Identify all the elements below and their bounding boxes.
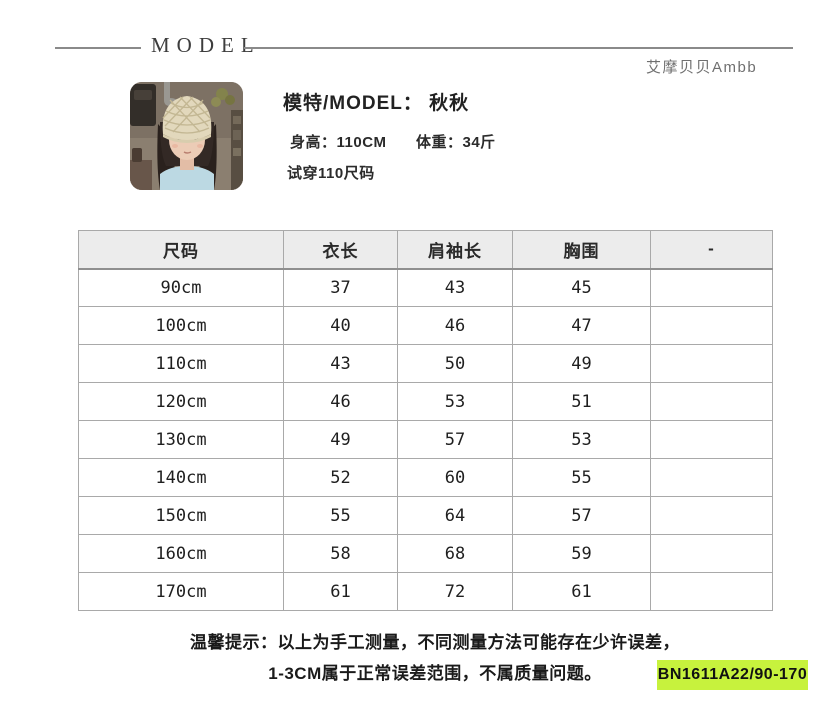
empty-cell — [650, 572, 773, 611]
size-cell: 130cm — [78, 420, 284, 459]
table-row: 120cm 46 53 51 — [78, 382, 773, 421]
measurement-cell: 43 — [397, 268, 513, 307]
size-cell: 100cm — [78, 306, 284, 345]
size-cell: 140cm — [78, 458, 284, 497]
column-header-empty: - — [650, 230, 773, 270]
size-cell: 120cm — [78, 382, 284, 421]
brand-name: 艾摩贝贝Ambb — [646, 59, 758, 76]
measurement-note-line1: 温馨提示：以上为手工测量，不同测量方法可能存在少许误差， — [190, 633, 680, 652]
header-rule-right — [244, 47, 793, 49]
measurement-cell: 43 — [283, 344, 398, 383]
empty-cell — [650, 382, 773, 421]
measurement-cell: 46 — [397, 306, 513, 345]
column-header-size: 尺码 — [78, 230, 284, 270]
section-title-model: MODEL — [151, 33, 261, 57]
model-weight: 体重：34斤 — [416, 134, 496, 151]
model-tryon-size: 试穿110尺码 — [287, 165, 375, 182]
empty-cell — [650, 344, 773, 383]
size-cell: 150cm — [78, 496, 284, 535]
size-cell: 110cm — [78, 344, 284, 383]
measurement-cell: 37 — [283, 268, 398, 307]
empty-cell — [650, 534, 773, 573]
measurement-cell: 68 — [397, 534, 513, 573]
measurement-cell: 51 — [512, 382, 651, 421]
column-header-chest: 胸围 — [512, 230, 651, 270]
measurement-cell: 55 — [512, 458, 651, 497]
column-header-shoulder-sleeve: 肩袖长 — [397, 230, 513, 270]
measurement-cell: 49 — [283, 420, 398, 459]
measurement-cell: 53 — [512, 420, 651, 459]
table-row: 130cm 49 57 53 — [78, 420, 773, 459]
model-name-line: 模特/MODEL： 秋秋 — [283, 93, 470, 114]
table-row: 160cm 58 68 59 — [78, 534, 773, 573]
product-code-badge: BN1611A22/90-170 — [657, 660, 808, 690]
empty-cell — [650, 458, 773, 497]
empty-cell — [650, 306, 773, 345]
measurement-cell: 57 — [512, 496, 651, 535]
measurement-cell: 59 — [512, 534, 651, 573]
measurement-cell: 58 — [283, 534, 398, 573]
model-photo-illustration — [130, 82, 243, 190]
measurement-cell: 53 — [397, 382, 513, 421]
measurement-cell: 61 — [283, 572, 398, 611]
measurement-cell: 72 — [397, 572, 513, 611]
header-rule-left — [55, 47, 141, 49]
measurement-cell: 46 — [283, 382, 398, 421]
table-header-row: 尺码 衣长 肩袖长 胸围 - — [78, 230, 773, 270]
table-row: 110cm 43 50 49 — [78, 344, 773, 383]
measurement-cell: 64 — [397, 496, 513, 535]
measurement-cell: 57 — [397, 420, 513, 459]
size-cell: 170cm — [78, 572, 284, 611]
measurement-note-line2: 1-3CM属于正常误差范围，不属质量问题。 — [268, 664, 602, 683]
measurement-cell: 47 — [512, 306, 651, 345]
measurement-cell: 45 — [512, 268, 651, 307]
size-cell: 90cm — [78, 268, 284, 307]
table-row: 140cm 52 60 55 — [78, 458, 773, 497]
measurement-cell: 55 — [283, 496, 398, 535]
table-row: 100cm 40 46 47 — [78, 306, 773, 345]
empty-cell — [650, 268, 773, 307]
empty-cell — [650, 496, 773, 535]
measurement-cell: 60 — [397, 458, 513, 497]
size-cell: 160cm — [78, 534, 284, 573]
column-header-length: 衣长 — [283, 230, 398, 270]
measurement-cell: 61 — [512, 572, 651, 611]
table-row: 90cm 37 43 45 — [78, 268, 773, 307]
empty-cell — [650, 420, 773, 459]
table-row: 170cm 61 72 61 — [78, 572, 773, 611]
measurement-cell: 50 — [397, 344, 513, 383]
model-height: 身高：110CM — [290, 134, 387, 151]
table-row: 150cm 55 64 57 — [78, 496, 773, 535]
size-chart-table: 尺码 衣长 肩袖长 胸围 - 90cm 37 43 45 100cm 40 46… — [78, 230, 773, 611]
model-photo — [130, 82, 243, 190]
measurement-cell: 52 — [283, 458, 398, 497]
measurement-cell: 49 — [512, 344, 651, 383]
measurement-cell: 40 — [283, 306, 398, 345]
